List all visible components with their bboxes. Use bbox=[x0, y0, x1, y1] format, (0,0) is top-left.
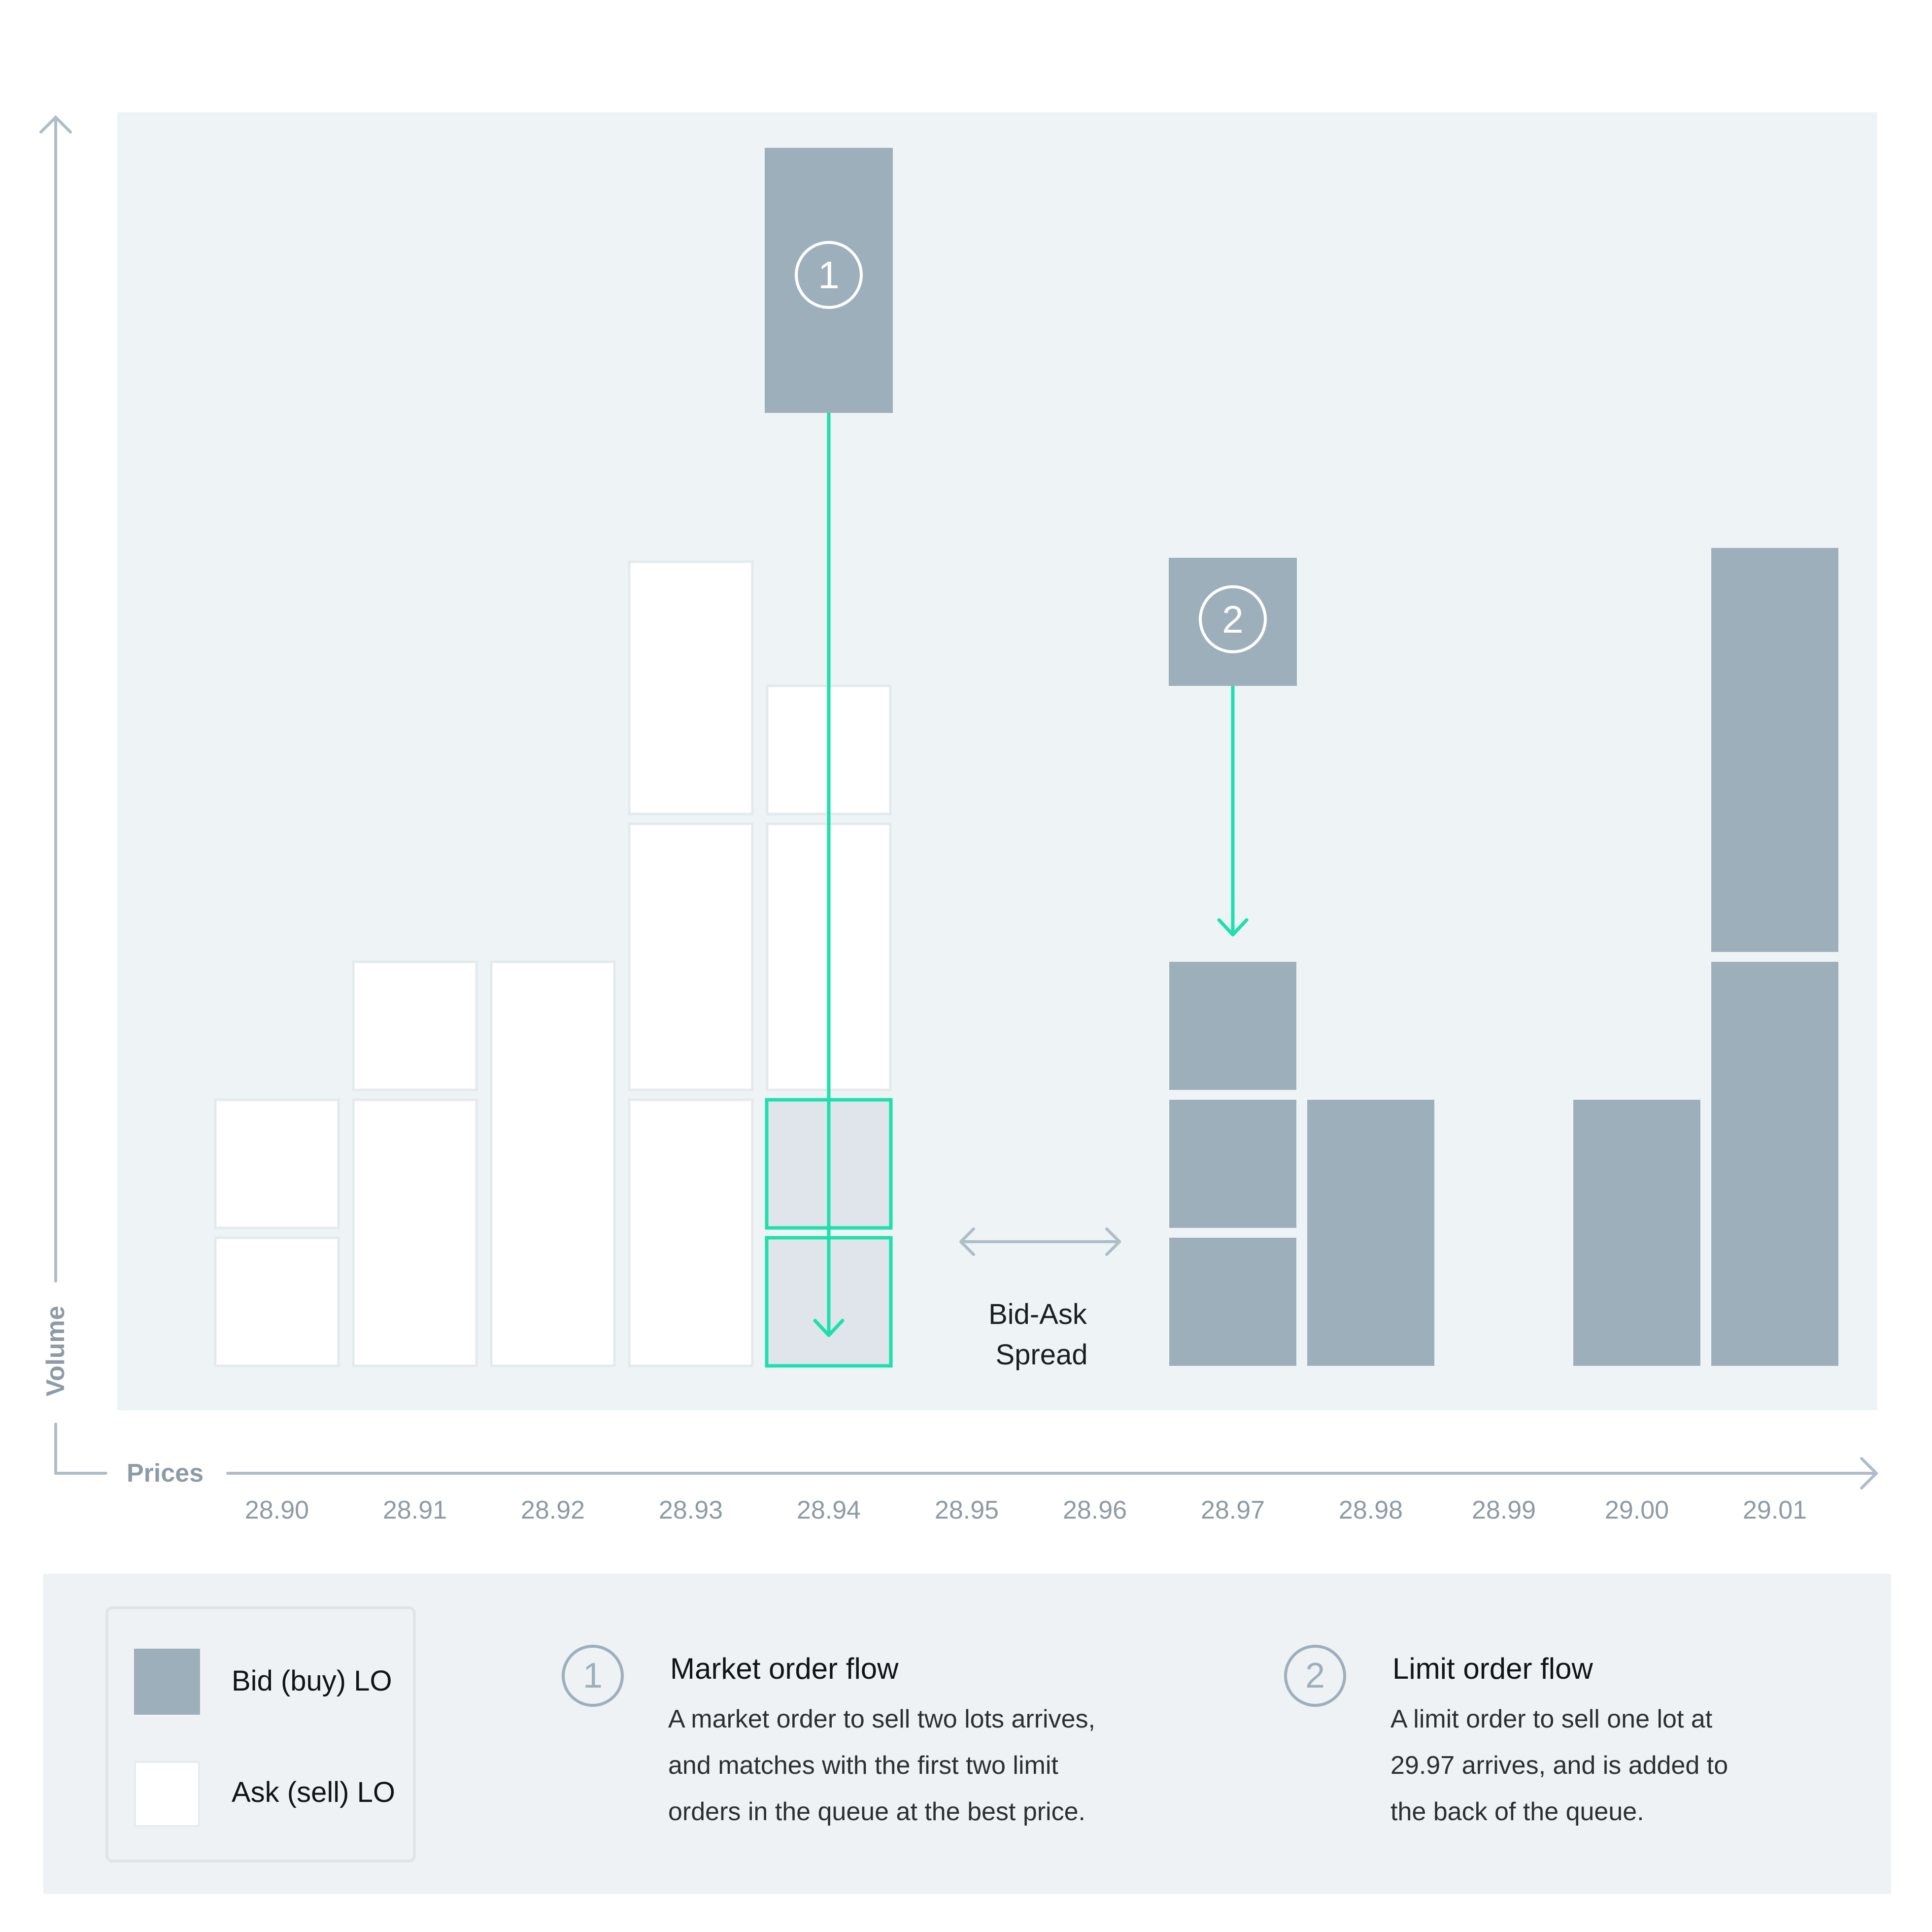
y-axis bbox=[39, 115, 107, 1475]
bid-swatch bbox=[134, 1649, 200, 1715]
ask-swatch bbox=[134, 1761, 200, 1827]
x-tick-label-28-94: 28.94 bbox=[797, 1496, 861, 1525]
x-axis bbox=[226, 1457, 1879, 1490]
flow-1-number-badge: 1 bbox=[562, 1645, 624, 1707]
incoming-order-2-badge-circle bbox=[1199, 585, 1267, 653]
x-tick-label-29-00: 29.00 bbox=[1605, 1496, 1669, 1525]
x-tick-label-28-91: 28.91 bbox=[383, 1496, 447, 1525]
x-tick-label-28-98: 28.98 bbox=[1339, 1496, 1403, 1525]
bid-lot-29-01-2 bbox=[1711, 548, 1838, 952]
incoming-order-1-box bbox=[765, 148, 893, 413]
bid-lot-28-97-3 bbox=[1169, 962, 1296, 1090]
spread-label-line-1: Bid-Ask bbox=[988, 1298, 1087, 1330]
x-axis-label: Prices bbox=[127, 1459, 203, 1488]
ask-lot-28-92-1 bbox=[490, 960, 616, 1367]
ask-lot-28-90-2 bbox=[214, 1098, 340, 1229]
x-tick-label-28-97: 28.97 bbox=[1201, 1496, 1265, 1525]
bid-lot-28-97-2 bbox=[1169, 1100, 1296, 1228]
legend-box: Bid (buy) LO Ask (sell) LO bbox=[105, 1606, 416, 1863]
spread-arrow-left-head bbox=[959, 1227, 975, 1256]
x-tick-label-28-96: 28.96 bbox=[1063, 1496, 1127, 1525]
flow-1-arrow-head bbox=[813, 1319, 845, 1337]
flow-2-description: A limit order to sell one lot at 29.97 a… bbox=[1390, 1705, 1729, 1826]
x-tick-label-28-99: 28.99 bbox=[1472, 1496, 1536, 1525]
spread-layer: Bid-Ask Spread bbox=[959, 1227, 1121, 1371]
bid-lot-29-00-1 bbox=[1573, 1100, 1700, 1366]
ask-lot-28-93-3 bbox=[628, 560, 754, 815]
incoming-order-2-box bbox=[1169, 558, 1297, 686]
flow-1-title: Market order flow bbox=[670, 1652, 899, 1685]
ask-lot-28-93-2 bbox=[628, 822, 754, 1091]
ask-lot-28-90-1 bbox=[214, 1236, 340, 1367]
flow-2-arrow-head bbox=[1217, 918, 1249, 937]
ask-lot-28-93-1 bbox=[628, 1098, 754, 1367]
flow-1-description: A market order to sell two lots arrives,… bbox=[668, 1705, 1095, 1826]
x-tick-label-29-01: 29.01 bbox=[1743, 1496, 1807, 1525]
flow-2-title: Limit order flow bbox=[1392, 1652, 1593, 1685]
ask-lot-28-91-2 bbox=[352, 960, 478, 1091]
incoming-order-1-badge-number: 1 bbox=[818, 253, 839, 297]
spread-arrow-right-head bbox=[1105, 1227, 1121, 1256]
x-tick-label-28-92: 28.92 bbox=[521, 1496, 585, 1525]
x-tick-label-28-93: 28.93 bbox=[659, 1496, 723, 1525]
x-tick-labels: 28.90 28.91 28.92 28.93 28.94 28.95 28.96 28.97… bbox=[245, 1496, 1807, 1525]
x-tick-label-28-95: 28.95 bbox=[935, 1496, 999, 1525]
flow-layer: 12 bbox=[765, 148, 1297, 1337]
ask-lot-28-91-1 bbox=[352, 1098, 478, 1367]
legend-panel: Bid (buy) LO Ask (sell) LO 1 Market orde… bbox=[43, 1574, 1891, 1894]
bid-lot-28-97-1 bbox=[1169, 1238, 1296, 1366]
incoming-order-1-badge-circle bbox=[795, 241, 863, 309]
ask-legend-label: Ask (sell) LO bbox=[232, 1776, 395, 1808]
x-tick-label-28-90: 28.90 bbox=[245, 1496, 309, 1525]
spread-label-line-2: Spread bbox=[995, 1339, 1087, 1371]
incoming-order-2-badge-number: 2 bbox=[1222, 598, 1243, 641]
y-axis-label: Volume bbox=[41, 1306, 70, 1396]
bid-lot-29-01-1 bbox=[1711, 962, 1838, 1366]
flow-2-number-badge: 2 bbox=[1284, 1645, 1346, 1707]
bid-lot-28-98-1 bbox=[1307, 1100, 1434, 1366]
bid-legend-label: Bid (buy) LO bbox=[232, 1665, 392, 1697]
